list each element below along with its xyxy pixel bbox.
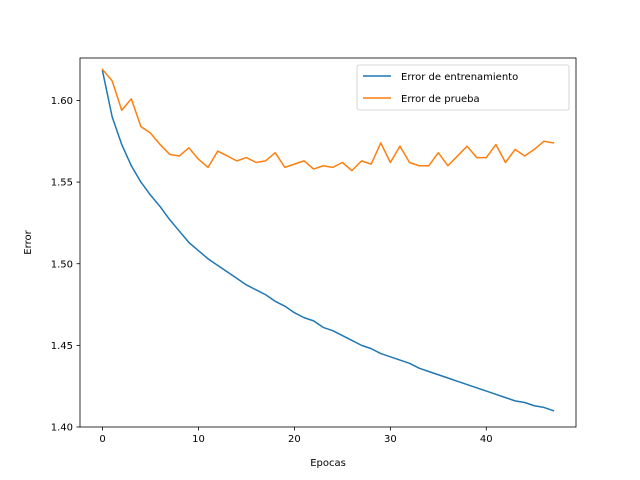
y-tick-label: 1.45 [51, 341, 73, 352]
x-tick-label: 20 [288, 434, 301, 445]
y-tick-label: 1.55 [51, 178, 73, 189]
plot-area [101, 68, 555, 412]
y-tick-label: 1.60 [51, 96, 73, 107]
x-tick-label: 10 [192, 434, 205, 445]
series-line-1 [101, 68, 555, 172]
y-axis-label: Error [23, 229, 34, 254]
x-axis: 0 10 20 30 40 [99, 427, 493, 445]
legend-box [356, 64, 570, 111]
legend-entry-training: Error de entrenamiento [401, 72, 518, 83]
series-line-0 [101, 70, 555, 412]
axes-frame [79, 57, 577, 428]
x-tick-label: 30 [384, 434, 397, 445]
legend: Error de entrenamiento Error de prueba [356, 64, 570, 111]
legend-entry-test: Error de prueba [401, 94, 480, 105]
y-tick-label: 1.40 [51, 423, 73, 434]
y-tick-label: 1.50 [51, 259, 73, 270]
x-tick-label: 40 [480, 434, 493, 445]
x-axis-label: Epocas [310, 458, 346, 469]
y-axis: 1.40 1.45 1.50 1.55 1.60 [51, 96, 80, 434]
x-tick-label: 0 [99, 434, 105, 445]
